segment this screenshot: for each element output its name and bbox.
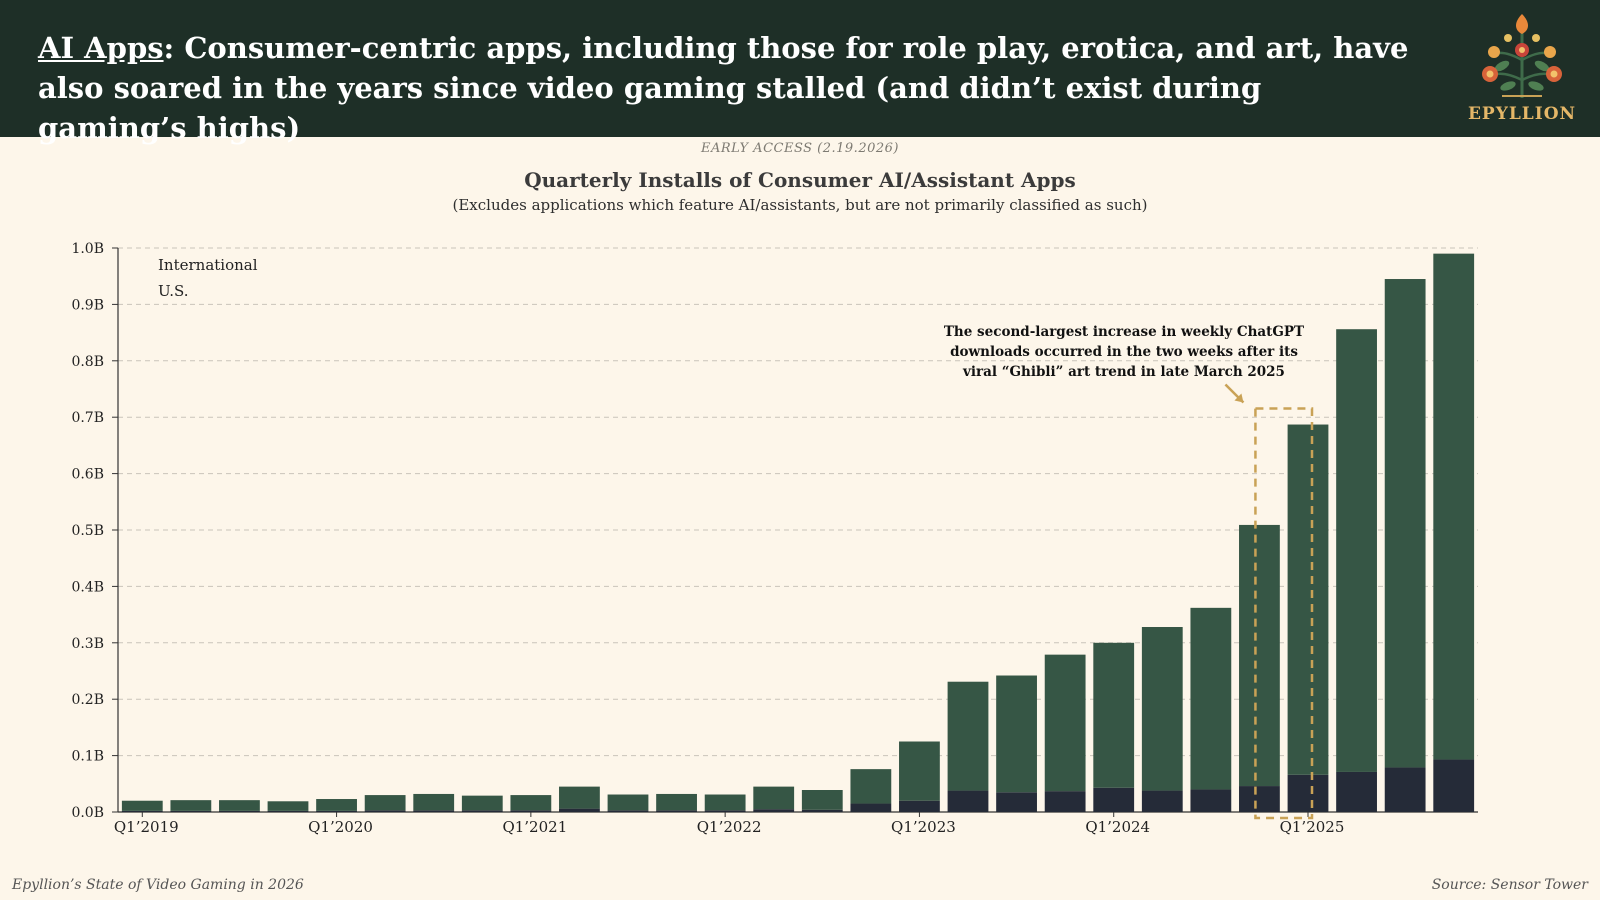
bar-international — [704, 794, 746, 811]
bar-u-s — [316, 810, 357, 812]
bar-international — [1239, 524, 1280, 787]
bar-u-s — [461, 810, 503, 812]
logo-text: EPYLLION — [1467, 104, 1577, 124]
y-tick-label: 0.9B — [71, 297, 104, 313]
bar-international — [947, 681, 989, 791]
bar-u-s — [801, 809, 843, 812]
x-tick-label: Q1’2022 — [697, 818, 762, 836]
bar-international — [170, 800, 212, 811]
bar-u-s — [1287, 774, 1329, 812]
bar-u-s — [1044, 791, 1086, 812]
headline: AI Apps: Consumer-centric apps, includin… — [38, 28, 1418, 148]
chart-subtitle: (Excludes applications which feature AI/… — [452, 196, 1148, 214]
bar-u-s — [1141, 790, 1183, 812]
bar-u-s — [1433, 759, 1475, 812]
x-tick-label: Q1’2025 — [1280, 818, 1345, 836]
bar-international — [267, 801, 309, 811]
bar-international — [1336, 329, 1377, 772]
legend-entry: International — [158, 256, 258, 274]
x-tick-label: Q1’2024 — [1085, 818, 1150, 836]
bar-u-s — [121, 810, 163, 812]
x-tick-label: Q1’2019 — [114, 818, 179, 836]
bar-u-s — [753, 809, 795, 812]
bar-international — [899, 741, 940, 801]
bar-u-s — [559, 808, 600, 812]
annotation-highlight-box — [1254, 407, 1314, 820]
bar-international — [1044, 654, 1086, 792]
y-tick-label: 0.8B — [71, 354, 104, 370]
bar-u-s — [219, 810, 260, 812]
bar-international — [850, 769, 892, 804]
bar-u-s — [947, 790, 989, 812]
y-tick-label: 1.0B — [71, 241, 104, 257]
bar-u-s — [704, 810, 746, 812]
bar-u-s — [607, 810, 649, 812]
footer-credit: Epyllion’s State of Video Gaming in 2026 — [12, 877, 304, 893]
bar-international — [656, 793, 697, 811]
bar-u-s — [899, 800, 940, 812]
y-tick-label: 0.2B — [71, 692, 104, 708]
bar-u-s — [1384, 767, 1426, 812]
y-tick-label: 0.1B — [71, 749, 104, 765]
bar-u-s — [510, 810, 552, 812]
x-tick-label: Q1’2023 — [891, 818, 956, 836]
annotation-text: The second-largest increase in weekly Ch… — [944, 324, 1304, 380]
bar-u-s — [1093, 787, 1135, 812]
bar-international — [364, 795, 406, 811]
bar-international — [996, 675, 1037, 793]
bar-international — [413, 793, 455, 811]
bar-international — [1384, 279, 1426, 768]
bar-u-s — [170, 810, 212, 812]
bar-international — [121, 800, 163, 811]
y-tick-label: 0.3B — [71, 636, 104, 652]
bar-international — [510, 795, 552, 811]
bar-u-s — [996, 792, 1037, 812]
y-tick-label: 0.0B — [71, 805, 104, 821]
bar-international — [801, 790, 843, 810]
footer-source: Source: Sensor Tower — [1431, 877, 1588, 893]
chart-title: Quarterly Installs of Consumer AI/Assist… — [524, 168, 1076, 192]
bar-international — [559, 786, 600, 809]
floral-logo-icon — [1482, 14, 1562, 98]
headline-key: AI Apps — [38, 31, 164, 65]
bar-international — [1287, 424, 1329, 775]
bar-international — [461, 795, 503, 811]
y-tick-label: 0.7B — [71, 410, 104, 426]
bar-international — [1433, 253, 1475, 760]
y-tick-label: 0.6B — [71, 467, 104, 483]
bar-international — [607, 794, 649, 811]
bar-u-s — [1239, 786, 1280, 812]
bar-international — [219, 800, 260, 811]
early-access-tag: EARLY ACCESS (2.19.2026) — [701, 141, 899, 156]
bar-u-s — [850, 803, 892, 812]
x-tick-label: Q1’2021 — [502, 818, 567, 836]
bar-u-s — [1190, 789, 1232, 812]
bar-international — [1141, 627, 1183, 791]
bar-u-s — [364, 810, 406, 812]
bar-u-s — [656, 810, 697, 812]
headline-rest: : Consumer-centric apps, including those… — [38, 31, 1409, 145]
bar-u-s — [1336, 771, 1377, 812]
y-tick-label: 0.5B — [71, 523, 104, 539]
bar-u-s — [267, 810, 309, 812]
bar-international — [316, 799, 357, 811]
annotation-arrowhead — [1234, 393, 1244, 403]
header-bar: AI Apps: Consumer-centric apps, includin… — [0, 0, 1600, 145]
bar-international — [1190, 607, 1232, 790]
bar-international — [753, 786, 795, 810]
bar-international — [1093, 642, 1135, 788]
x-tick-label: Q1’2020 — [308, 818, 373, 836]
y-tick-label: 0.4B — [71, 579, 104, 595]
legend-entry: U.S. — [158, 282, 189, 300]
bar-u-s — [413, 810, 455, 812]
epyllion-logo: EPYLLION — [1452, 10, 1592, 128]
